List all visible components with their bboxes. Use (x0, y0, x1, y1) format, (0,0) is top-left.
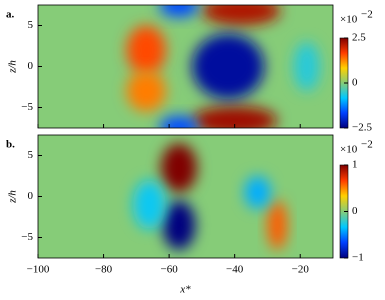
colorbar-scale: ×10 (340, 14, 358, 26)
field-blob (126, 25, 166, 75)
field-blob (293, 41, 320, 92)
colorbar-tick-label: −1 (352, 252, 364, 264)
x-tick-label: −60 (161, 264, 179, 276)
field-blob (192, 33, 265, 100)
x-axis-label: x* (179, 284, 191, 296)
colorbar-tick-label: 1 (352, 159, 358, 171)
field-blob (201, 5, 281, 26)
y-tick-label: 0 (28, 190, 34, 202)
colorbar-tick-label: 0 (352, 205, 358, 217)
field-blob (267, 200, 288, 250)
x-tick-label: −20 (292, 264, 310, 276)
y-tick-label: 0 (28, 60, 34, 72)
field-blob (159, 5, 199, 18)
y-axis-label: z/h (7, 60, 19, 74)
colorbar-tick-label: 2.5 (352, 32, 366, 44)
field-blob (244, 176, 271, 209)
x-tick-label: −100 (27, 264, 50, 276)
heatmap (38, 5, 333, 128)
x-tick-label: −40 (226, 264, 244, 276)
y-tick-label: −5 (21, 101, 33, 113)
colorbar-scale: ×10 (340, 144, 358, 156)
heatmap (38, 135, 333, 258)
colorbar-tick-label: 0 (352, 77, 358, 89)
field-blob (192, 105, 278, 128)
field-blob (126, 70, 166, 112)
field-blob (133, 180, 166, 230)
panel-label: b. (6, 139, 15, 151)
panel-label: a. (6, 9, 15, 21)
y-tick-label: 5 (28, 149, 34, 161)
colorbar-scale-exponent: −2 (361, 139, 373, 151)
x-tick-label: −80 (95, 264, 113, 276)
field-blob (160, 143, 197, 193)
field-blob (162, 200, 196, 250)
colorbar-scale-exponent: −2 (361, 9, 373, 21)
y-tick-label: 5 (28, 19, 34, 31)
colorbar-tick-label: −2.5 (352, 122, 372, 134)
y-tick-label: −5 (21, 231, 33, 243)
heatmap-background (38, 5, 333, 128)
y-axis-label: z/h (7, 190, 19, 204)
